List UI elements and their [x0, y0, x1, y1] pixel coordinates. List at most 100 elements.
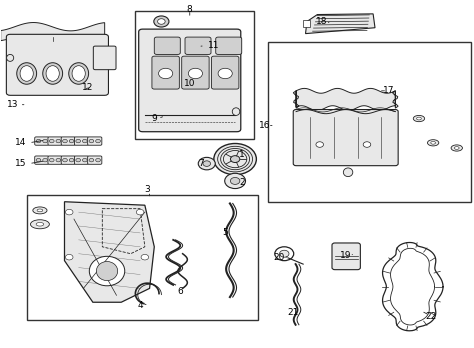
Bar — [27, 195, 258, 319]
Text: 9: 9 — [151, 114, 157, 123]
Ellipse shape — [69, 63, 89, 84]
Circle shape — [154, 16, 169, 27]
Circle shape — [230, 177, 240, 184]
Text: 11: 11 — [208, 41, 219, 50]
Text: 12: 12 — [82, 83, 94, 92]
Circle shape — [214, 143, 256, 175]
Ellipse shape — [89, 256, 125, 286]
Text: 15: 15 — [15, 159, 26, 168]
Ellipse shape — [451, 145, 463, 151]
Circle shape — [218, 68, 232, 79]
Bar — [136, 11, 254, 139]
Circle shape — [65, 254, 73, 260]
Circle shape — [43, 139, 47, 143]
Ellipse shape — [7, 54, 14, 61]
Bar — [268, 42, 471, 202]
Polygon shape — [64, 202, 155, 302]
Polygon shape — [0, 23, 105, 44]
Ellipse shape — [428, 140, 439, 146]
FancyBboxPatch shape — [74, 137, 89, 145]
Circle shape — [69, 139, 74, 143]
Circle shape — [65, 209, 73, 215]
Ellipse shape — [33, 207, 47, 214]
Circle shape — [230, 156, 240, 163]
Circle shape — [69, 158, 74, 162]
Text: 20: 20 — [274, 253, 285, 262]
Ellipse shape — [431, 141, 436, 144]
FancyBboxPatch shape — [155, 37, 180, 54]
Circle shape — [36, 139, 41, 143]
Text: 5: 5 — [222, 228, 228, 237]
FancyBboxPatch shape — [293, 110, 398, 166]
FancyBboxPatch shape — [332, 243, 360, 270]
Ellipse shape — [343, 168, 353, 176]
Circle shape — [225, 173, 246, 189]
Circle shape — [49, 158, 54, 162]
Text: 3: 3 — [144, 185, 150, 194]
Circle shape — [198, 157, 215, 170]
Circle shape — [96, 158, 100, 162]
Circle shape — [82, 158, 87, 162]
Circle shape — [157, 19, 165, 24]
FancyBboxPatch shape — [48, 156, 62, 164]
FancyBboxPatch shape — [61, 137, 75, 145]
Circle shape — [63, 158, 67, 162]
FancyBboxPatch shape — [74, 156, 89, 164]
Text: 1: 1 — [239, 150, 245, 159]
Ellipse shape — [46, 66, 59, 81]
Ellipse shape — [96, 261, 118, 280]
FancyBboxPatch shape — [88, 156, 102, 164]
Polygon shape — [306, 14, 375, 34]
Text: 18: 18 — [316, 17, 328, 26]
FancyBboxPatch shape — [6, 34, 109, 95]
Circle shape — [280, 250, 289, 257]
Ellipse shape — [17, 63, 36, 84]
Text: 6: 6 — [177, 287, 183, 296]
FancyBboxPatch shape — [88, 137, 102, 145]
FancyBboxPatch shape — [216, 37, 242, 54]
FancyBboxPatch shape — [185, 37, 211, 54]
Ellipse shape — [455, 147, 459, 149]
Ellipse shape — [232, 108, 240, 116]
Text: 19: 19 — [340, 251, 351, 260]
Text: 14: 14 — [15, 138, 26, 147]
Ellipse shape — [43, 63, 63, 84]
Text: 21: 21 — [287, 308, 299, 317]
FancyBboxPatch shape — [61, 156, 75, 164]
Ellipse shape — [20, 66, 33, 81]
FancyBboxPatch shape — [182, 56, 209, 89]
Circle shape — [49, 139, 54, 143]
Text: 8: 8 — [187, 5, 192, 14]
Text: 2: 2 — [239, 178, 245, 187]
FancyBboxPatch shape — [93, 46, 116, 70]
Text: 13: 13 — [7, 100, 18, 109]
Circle shape — [141, 254, 149, 260]
Circle shape — [158, 68, 173, 79]
Ellipse shape — [30, 220, 49, 229]
Circle shape — [363, 142, 371, 147]
FancyBboxPatch shape — [48, 137, 62, 145]
Circle shape — [203, 161, 210, 166]
Ellipse shape — [413, 116, 425, 122]
FancyBboxPatch shape — [211, 56, 239, 89]
Circle shape — [56, 158, 61, 162]
Text: 16: 16 — [259, 121, 270, 130]
Circle shape — [316, 142, 323, 147]
FancyBboxPatch shape — [35, 156, 49, 164]
Circle shape — [43, 158, 47, 162]
Circle shape — [137, 209, 144, 215]
Text: 17: 17 — [383, 86, 394, 95]
Ellipse shape — [72, 66, 85, 81]
FancyBboxPatch shape — [139, 29, 241, 132]
Circle shape — [188, 68, 202, 79]
Polygon shape — [293, 88, 398, 111]
Circle shape — [56, 139, 61, 143]
Circle shape — [76, 139, 81, 143]
FancyBboxPatch shape — [152, 56, 179, 89]
Text: 10: 10 — [184, 79, 195, 88]
Ellipse shape — [37, 209, 43, 212]
Ellipse shape — [417, 117, 421, 120]
Bar — [303, 21, 310, 27]
Ellipse shape — [36, 222, 44, 226]
Circle shape — [63, 139, 67, 143]
